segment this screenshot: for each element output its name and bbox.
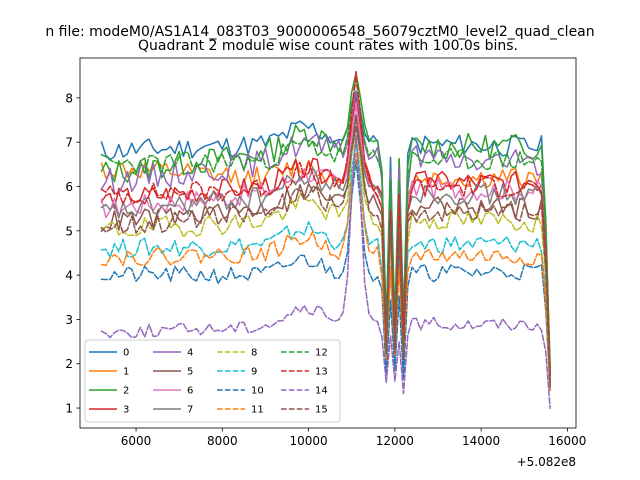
y-tick-label: 2 bbox=[65, 357, 73, 371]
series-line-15 bbox=[100, 114, 551, 387]
legend-label-1: 1 bbox=[123, 367, 129, 378]
legend-label-11: 11 bbox=[251, 405, 264, 416]
legend-label-4: 4 bbox=[187, 348, 193, 359]
chart-title: Quadrant 2 module wise count rates with … bbox=[138, 38, 518, 54]
series-line-13 bbox=[100, 70, 551, 378]
y-tick-label: 5 bbox=[65, 224, 73, 238]
legend-frame bbox=[84, 339, 341, 423]
legend-label-14: 14 bbox=[315, 386, 328, 397]
series-line-12 bbox=[100, 78, 551, 369]
series-line-5 bbox=[100, 125, 551, 387]
x-tick-label: 6000 bbox=[121, 434, 152, 448]
y-tick-label: 8 bbox=[65, 91, 73, 105]
series-line-7 bbox=[100, 114, 551, 383]
series-layer bbox=[100, 70, 551, 409]
x-tick-label: 10000 bbox=[289, 434, 327, 448]
series-line-3 bbox=[100, 95, 551, 378]
axes-frame bbox=[79, 57, 577, 429]
series-line-11 bbox=[100, 152, 551, 392]
y-tick-label: 4 bbox=[65, 269, 73, 283]
legend-label-3: 3 bbox=[123, 405, 129, 416]
series-line-14 bbox=[100, 134, 551, 409]
series-line-4 bbox=[100, 90, 551, 378]
series-line-2 bbox=[100, 72, 551, 369]
legend-label-13: 13 bbox=[315, 367, 328, 378]
y-tick-label: 6 bbox=[65, 180, 73, 194]
x-axis: 6000 8000 10000 12000 14000 16000 bbox=[121, 428, 586, 448]
x-tick-label: 16000 bbox=[548, 434, 586, 448]
y-tick-label: 7 bbox=[65, 136, 73, 150]
x-offset-label: +5.082e8 bbox=[517, 455, 576, 469]
legend-label-8: 8 bbox=[251, 348, 257, 359]
x-tick-label: 8000 bbox=[207, 434, 238, 448]
legend-label-0: 0 bbox=[123, 348, 129, 359]
legend-label-12: 12 bbox=[315, 348, 328, 359]
y-axis: 1 2 3 4 5 6 7 8 bbox=[65, 91, 80, 416]
legend-label-5: 5 bbox=[187, 367, 193, 378]
legend-label-7: 7 bbox=[187, 405, 193, 416]
x-tick-label: 12000 bbox=[376, 434, 414, 448]
legend-label-15: 15 bbox=[315, 405, 328, 416]
figure-suptitle: n file: modeM0/AS1A14_083T03_9000006548_… bbox=[45, 24, 594, 40]
series-line-8 bbox=[100, 135, 551, 387]
legend-label-9: 9 bbox=[251, 367, 257, 378]
series-line-10 bbox=[100, 159, 551, 392]
legend-label-2: 2 bbox=[123, 386, 129, 397]
x-tick-label: 14000 bbox=[462, 434, 500, 448]
series-line-9 bbox=[100, 140, 551, 387]
legend-label-10: 10 bbox=[251, 386, 264, 397]
y-tick-label: 1 bbox=[65, 402, 73, 416]
y-tick-label: 3 bbox=[65, 313, 73, 327]
legend-label-6: 6 bbox=[187, 386, 193, 397]
